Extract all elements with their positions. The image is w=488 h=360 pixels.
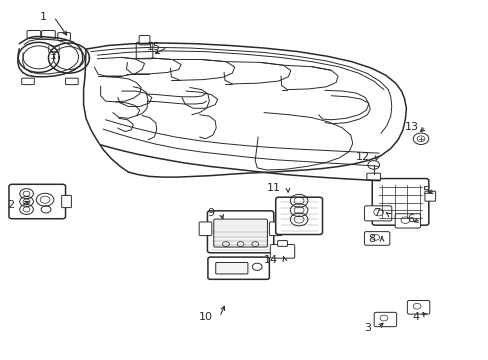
FancyBboxPatch shape xyxy=(136,42,153,59)
FancyBboxPatch shape xyxy=(41,31,55,39)
FancyBboxPatch shape xyxy=(215,262,247,274)
Text: 3: 3 xyxy=(364,323,370,333)
Text: 15: 15 xyxy=(146,42,160,52)
FancyBboxPatch shape xyxy=(9,184,65,219)
FancyBboxPatch shape xyxy=(270,244,294,258)
FancyBboxPatch shape xyxy=(65,78,78,85)
FancyBboxPatch shape xyxy=(27,31,41,39)
FancyBboxPatch shape xyxy=(139,36,150,45)
Text: 8: 8 xyxy=(367,234,374,244)
Text: 7: 7 xyxy=(372,208,379,218)
FancyBboxPatch shape xyxy=(373,312,396,327)
Text: 14: 14 xyxy=(263,255,277,265)
Text: 2: 2 xyxy=(7,200,14,210)
FancyBboxPatch shape xyxy=(21,78,34,85)
FancyBboxPatch shape xyxy=(269,222,282,235)
Text: 5: 5 xyxy=(421,186,428,196)
FancyBboxPatch shape xyxy=(275,197,322,234)
FancyBboxPatch shape xyxy=(364,231,389,245)
Text: 12: 12 xyxy=(355,152,369,162)
FancyBboxPatch shape xyxy=(58,33,70,41)
FancyBboxPatch shape xyxy=(424,191,435,201)
FancyBboxPatch shape xyxy=(366,173,380,180)
FancyBboxPatch shape xyxy=(364,206,391,221)
FancyBboxPatch shape xyxy=(213,219,267,247)
FancyBboxPatch shape xyxy=(277,240,287,246)
Text: 10: 10 xyxy=(199,312,212,322)
FancyBboxPatch shape xyxy=(371,179,428,225)
FancyBboxPatch shape xyxy=(394,214,420,228)
Text: 6: 6 xyxy=(407,215,413,224)
FancyBboxPatch shape xyxy=(199,222,211,235)
Text: 11: 11 xyxy=(266,183,281,193)
Text: 4: 4 xyxy=(412,312,419,322)
FancyBboxPatch shape xyxy=(407,301,429,314)
Text: 13: 13 xyxy=(404,122,418,132)
Text: 1: 1 xyxy=(40,12,47,22)
FancyBboxPatch shape xyxy=(207,257,269,279)
FancyBboxPatch shape xyxy=(48,46,59,52)
FancyBboxPatch shape xyxy=(207,211,273,253)
Text: 9: 9 xyxy=(207,208,214,218)
FancyBboxPatch shape xyxy=(61,195,71,208)
